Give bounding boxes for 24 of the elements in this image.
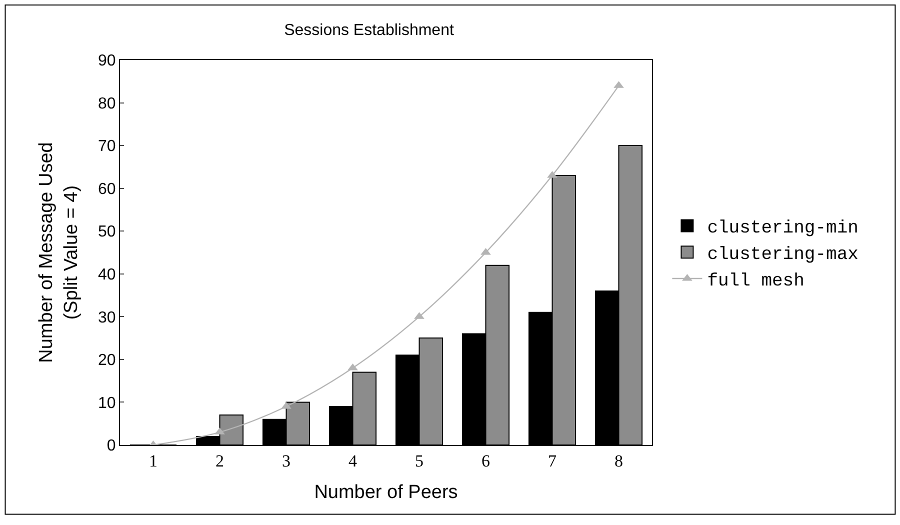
- y-tick-label: 70: [98, 138, 116, 156]
- y-tick-label: 30: [98, 309, 116, 326]
- legend-label: full mesh: [707, 272, 804, 292]
- x-tick-label: 2: [216, 451, 224, 470]
- x-tick-label: 7: [548, 451, 557, 470]
- x-tick-label: 5: [415, 451, 424, 470]
- x-tick-label: 4: [348, 451, 358, 470]
- y-tick-label: 40: [98, 266, 116, 284]
- y-tick-label: 60: [98, 180, 116, 198]
- legend-label: clustering-max: [707, 245, 858, 266]
- legend-label: clustering-min: [707, 218, 858, 239]
- chart-title: Sessions Establishment: [284, 22, 454, 39]
- y-tick-label: 80: [98, 95, 116, 112]
- y-tick-label: 90: [98, 52, 116, 70]
- x-tick-label: 1: [149, 451, 158, 470]
- x-tick-label: 3: [282, 451, 290, 470]
- y-tick-label: 20: [98, 352, 116, 370]
- x-tick-label: 8: [614, 451, 623, 470]
- x-axis-title: Number of Peers: [314, 482, 458, 504]
- y-axis-title: Number of Message Used (Split Value = 4): [36, 142, 82, 363]
- y-tick-label: 0: [106, 438, 116, 455]
- x-tick-label: 6: [482, 451, 490, 470]
- y-tick-label: 10: [98, 394, 116, 412]
- y-tick-label: 50: [98, 224, 116, 241]
